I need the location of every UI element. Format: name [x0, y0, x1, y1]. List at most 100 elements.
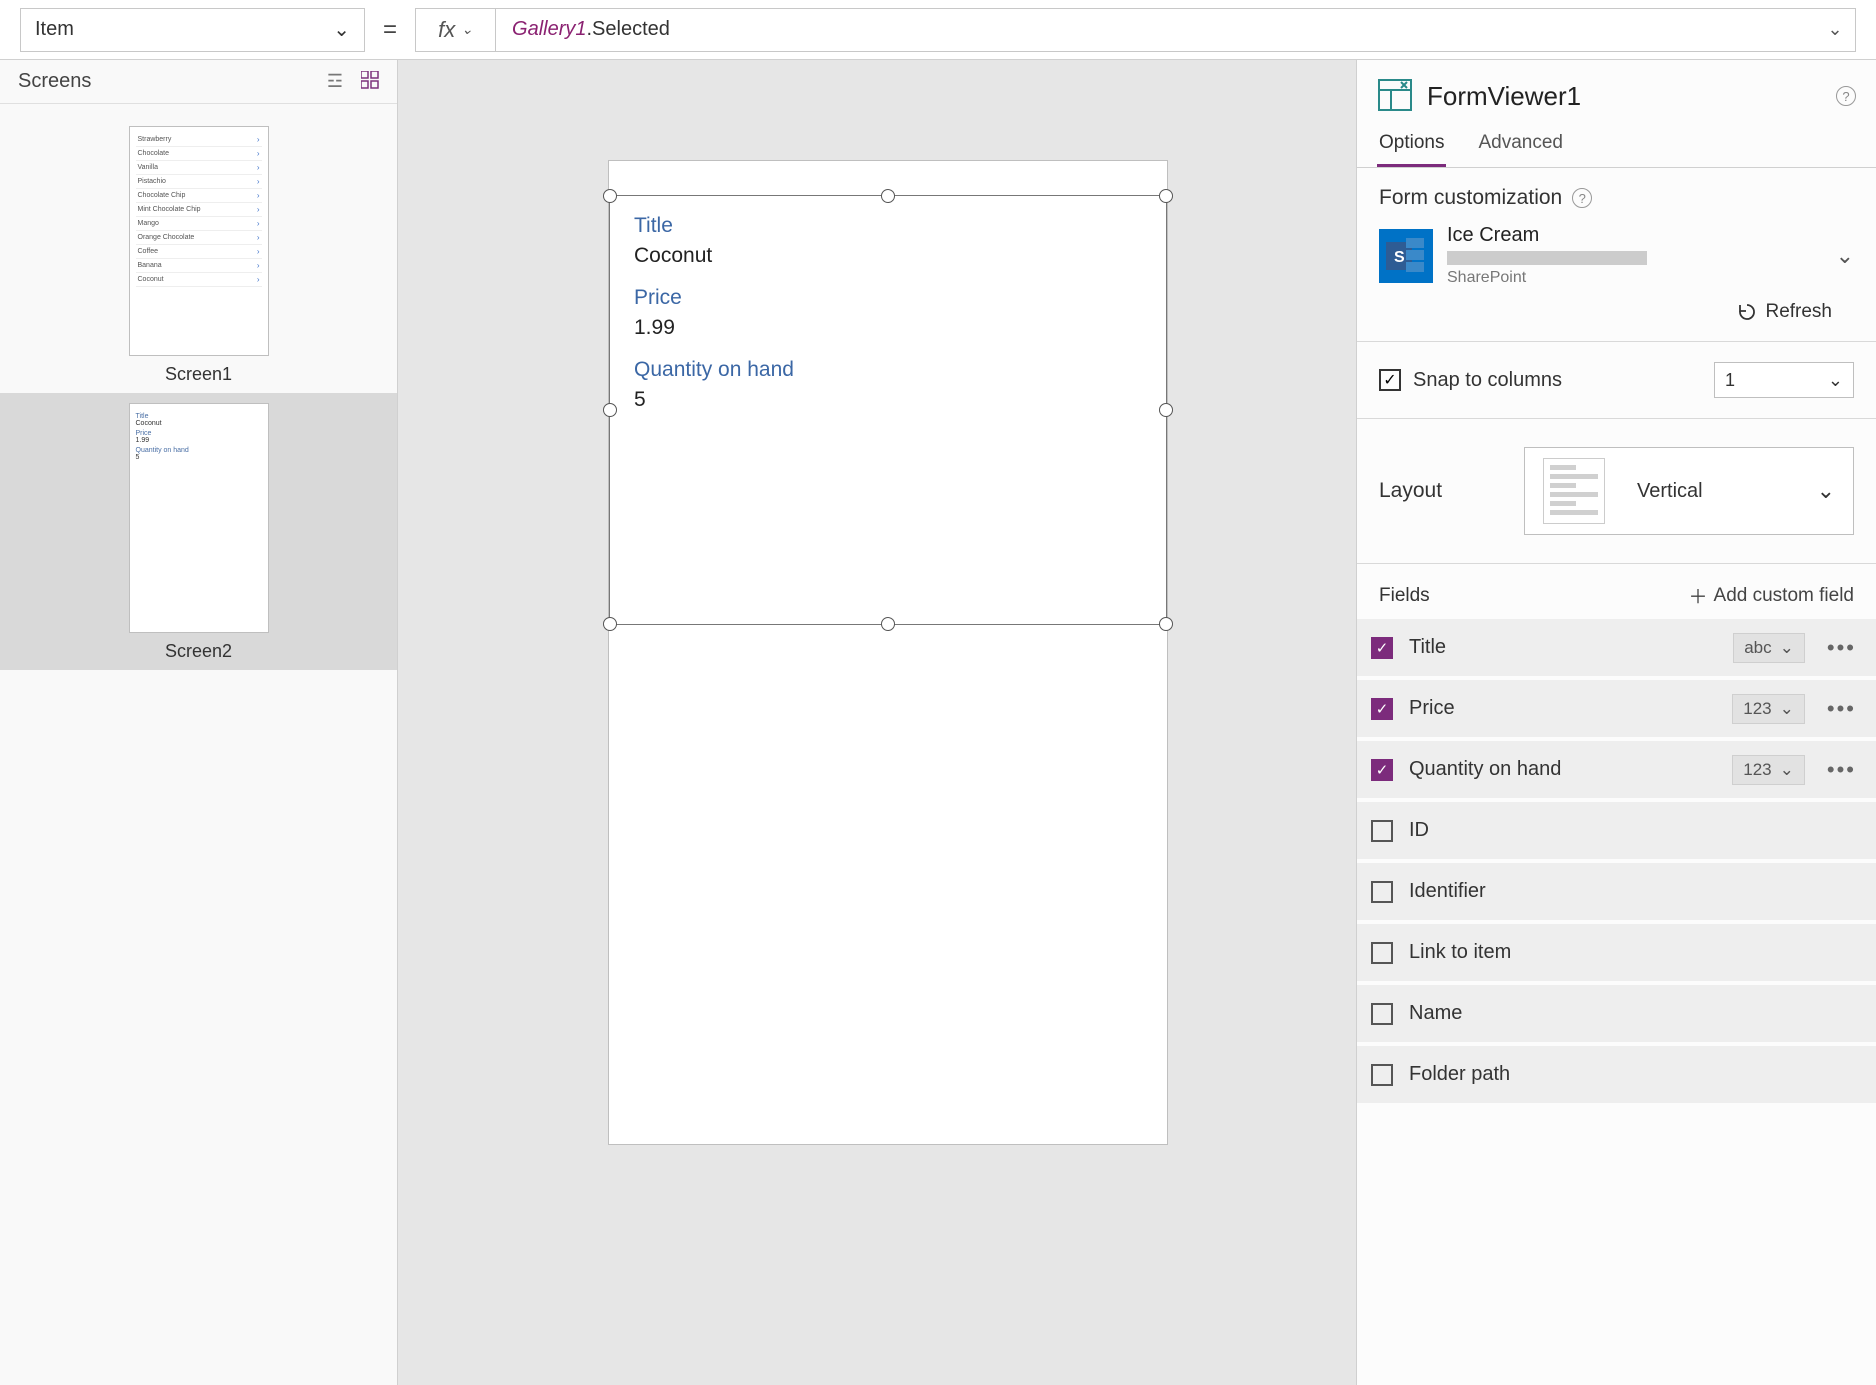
- layout-select[interactable]: Vertical ⌄: [1524, 447, 1854, 535]
- field-value: Coconut: [634, 244, 1142, 268]
- field-row[interactable]: Name: [1357, 985, 1876, 1042]
- chevron-down-icon: ⌄: [1780, 760, 1794, 780]
- property-dropdown-value: Item: [35, 18, 74, 41]
- field-checkbox[interactable]: [1371, 942, 1393, 964]
- field-checkbox[interactable]: [1371, 881, 1393, 903]
- field-label: Price: [634, 286, 1142, 310]
- property-dropdown[interactable]: Item ⌄: [20, 8, 365, 52]
- field-checkbox[interactable]: [1371, 637, 1393, 659]
- field-checkbox[interactable]: [1371, 1064, 1393, 1086]
- datasource-user-redacted: [1447, 251, 1647, 265]
- screen-preview: TitleCoconutPrice1.99Quantity on hand5: [129, 403, 269, 633]
- snap-to-columns-checkbox[interactable]: [1379, 369, 1401, 391]
- control-name: FormViewer1: [1427, 81, 1822, 112]
- layout-value: Vertical: [1637, 480, 1799, 503]
- resize-handle-e[interactable]: [1159, 403, 1173, 417]
- form-viewer-selected[interactable]: Title Coconut Price 1.99 Quantity on hand 5: [609, 195, 1167, 625]
- field-row[interactable]: Identifier: [1357, 863, 1876, 920]
- layout-thumb-icon: [1543, 458, 1605, 524]
- field-label: Quantity on hand: [634, 358, 1142, 382]
- formula-box: fx ⌄ Gallery1.Selected ⌄: [415, 8, 1856, 52]
- resize-handle-s[interactable]: [881, 617, 895, 631]
- help-icon[interactable]: ?: [1836, 86, 1856, 106]
- field-row[interactable]: Title abc ⌄ •••: [1357, 619, 1876, 676]
- datasource-row[interactable]: S Ice Cream SharePoint ⌄: [1379, 224, 1854, 287]
- snap-to-columns-label: Snap to columns: [1413, 369, 1562, 392]
- fields-label: Fields: [1379, 585, 1430, 607]
- form-customization-label: Form customization: [1379, 186, 1562, 210]
- svg-text:S: S: [1394, 249, 1405, 266]
- field-value: 1.99: [634, 316, 1142, 340]
- chevron-down-icon[interactable]: ⌄: [1836, 243, 1854, 269]
- chevron-down-icon: ⌄: [1780, 699, 1794, 719]
- screen-thumbnail[interactable]: TitleCoconutPrice1.99Quantity on hand5 Sc…: [0, 393, 397, 670]
- formula-expand-button[interactable]: ⌄: [1815, 19, 1855, 40]
- layout-label: Layout: [1379, 479, 1442, 503]
- field-checkbox[interactable]: [1371, 820, 1393, 842]
- help-icon[interactable]: ?: [1572, 188, 1592, 208]
- field-name: Name: [1409, 1002, 1862, 1025]
- list-view-icon[interactable]: ☲: [327, 71, 343, 92]
- field-name: Link to item: [1409, 941, 1862, 964]
- screen-preview: Strawberry›Chocolate›Vanilla›Pistachio›C…: [129, 126, 269, 356]
- datasource-name: Ice Cream: [1447, 224, 1647, 247]
- field-name: Title: [1409, 636, 1717, 659]
- field-value: 5: [634, 388, 1142, 412]
- formula-bar: Item ⌄ = fx ⌄ Gallery1.Selected ⌄: [0, 0, 1876, 60]
- field-checkbox[interactable]: [1371, 1003, 1393, 1025]
- more-options-button[interactable]: •••: [1821, 757, 1862, 783]
- plus-icon: ＋: [1689, 582, 1708, 609]
- field-name: Identifier: [1409, 880, 1862, 903]
- field-row[interactable]: Price123 ⌄•••: [1357, 680, 1876, 737]
- field-name: Quantity on hand: [1409, 758, 1716, 781]
- add-custom-field-button[interactable]: ＋ Add custom field: [1689, 582, 1854, 609]
- resize-handle-se[interactable]: [1159, 617, 1173, 631]
- field-name: Folder path: [1409, 1063, 1862, 1086]
- canvas-area[interactable]: Title Coconut Price 1.99 Quantity on hand 5: [398, 60, 1356, 1385]
- field-row[interactable]: Quantity on hand 123 ⌄ •••: [1357, 741, 1876, 798]
- field-type-select[interactable]: 123 ⌄: [1732, 755, 1805, 785]
- more-options-button[interactable]: •••: [1821, 696, 1862, 722]
- resize-handle-sw[interactable]: [603, 617, 617, 631]
- resize-handle-nw[interactable]: [603, 189, 617, 203]
- refresh-button[interactable]: Refresh: [1379, 287, 1854, 323]
- chevron-down-icon: ⌄: [461, 21, 473, 38]
- columns-count-select[interactable]: 1 ⌄: [1714, 362, 1854, 398]
- tab-advanced[interactable]: Advanced: [1476, 124, 1565, 167]
- chevron-down-icon: ⌄: [1817, 478, 1835, 504]
- resize-handle-n[interactable]: [881, 189, 895, 203]
- form-field[interactable]: Price 1.99: [610, 268, 1166, 340]
- form-field[interactable]: Title Coconut: [610, 196, 1166, 268]
- resize-handle-w[interactable]: [603, 403, 617, 417]
- field-label: Title: [634, 214, 1142, 238]
- tab-options[interactable]: Options: [1377, 124, 1446, 167]
- field-checkbox[interactable]: [1371, 698, 1393, 720]
- resize-handle-ne[interactable]: [1159, 189, 1173, 203]
- fx-label[interactable]: fx ⌄: [416, 9, 496, 51]
- form-viewer-icon: [1377, 78, 1413, 114]
- properties-panel: FormViewer1 ? Options Advanced Form cust…: [1356, 60, 1876, 1385]
- field-row[interactable]: Folder path: [1357, 1046, 1876, 1103]
- app-preview-frame: Title Coconut Price 1.99 Quantity on hand 5: [608, 160, 1168, 1145]
- field-checkbox[interactable]: [1371, 759, 1393, 781]
- refresh-label: Refresh: [1765, 301, 1832, 323]
- screen-label: Screen2: [70, 641, 327, 662]
- formula-property: .Selected: [587, 18, 670, 41]
- screens-header: Screens ☲: [0, 60, 397, 104]
- grid-view-icon[interactable]: [361, 71, 379, 92]
- sharepoint-icon: S: [1379, 229, 1433, 283]
- chevron-down-icon: ⌄: [1828, 370, 1843, 391]
- field-name: ID: [1409, 819, 1862, 842]
- more-options-button[interactable]: •••: [1821, 635, 1862, 661]
- screen-thumbnail[interactable]: Strawberry›Chocolate›Vanilla›Pistachio›C…: [0, 116, 397, 393]
- field-row[interactable]: ID: [1357, 802, 1876, 859]
- field-type-select[interactable]: 123 ⌄: [1732, 694, 1805, 724]
- field-type-select[interactable]: abc ⌄: [1733, 633, 1805, 663]
- formula-input[interactable]: Gallery1.Selected: [496, 9, 1815, 51]
- chevron-down-icon: ⌄: [333, 17, 350, 42]
- equals-sign: =: [383, 16, 397, 44]
- screens-title: Screens: [18, 70, 91, 93]
- datasource-type: SharePoint: [1447, 269, 1647, 287]
- form-field[interactable]: Quantity on hand 5: [610, 340, 1166, 412]
- field-row[interactable]: Link to item: [1357, 924, 1876, 981]
